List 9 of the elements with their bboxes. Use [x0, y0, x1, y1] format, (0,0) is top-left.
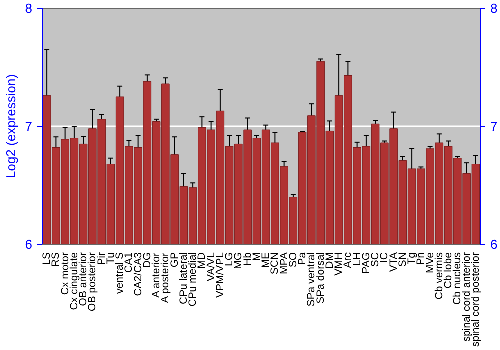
- y-tick-label: 7: [25, 119, 33, 134]
- y-tick-label: 6: [25, 237, 33, 252]
- x-tick-label: Cx cingulate: [68, 252, 80, 310]
- y2-tick-label: 6: [490, 237, 498, 252]
- y2-tick-label: 8: [490, 1, 498, 16]
- y-tick-label: 8: [25, 1, 33, 16]
- y2-tick-label: 7: [490, 119, 498, 134]
- y-axis-title: Log2 (expression): [3, 74, 18, 179]
- x-tick-label: RS: [50, 252, 62, 268]
